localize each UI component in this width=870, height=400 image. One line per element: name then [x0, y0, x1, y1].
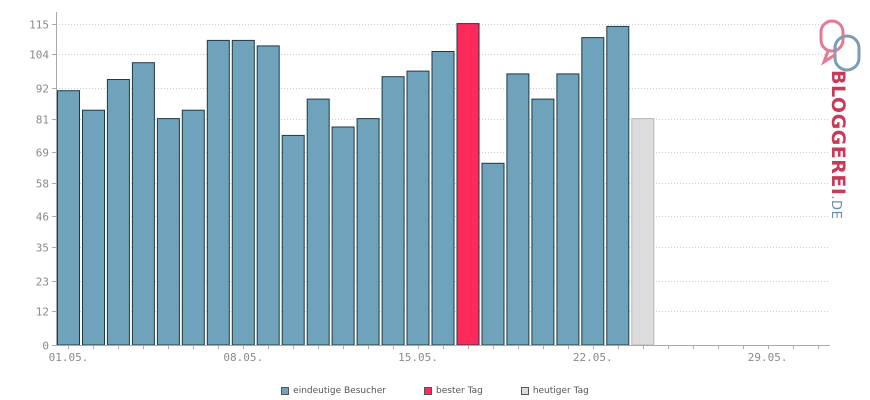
bar-normal-day-15	[406, 70, 430, 346]
legend-swatch-today	[520, 387, 529, 395]
legend-label-unique-visitors: eindeutige Besucher	[293, 386, 386, 396]
logo-text: BLOGGEREI	[827, 70, 849, 196]
bar-normal-day-3	[106, 79, 130, 346]
legend-swatch-best-day	[424, 387, 432, 395]
bar-normal-day-20	[531, 98, 555, 346]
bars	[57, 23, 655, 346]
legend-item-best-day: bester Tag	[424, 384, 483, 398]
bar-normal-day-9	[256, 45, 280, 346]
bar-normal-day-10	[281, 134, 305, 346]
bar-normal-day-5	[156, 118, 180, 346]
y-tick-label: 104	[29, 49, 49, 62]
bar-normal-day-16	[431, 51, 455, 346]
bar-normal-day-12	[331, 126, 355, 346]
bar-normal-day-4	[131, 62, 155, 346]
bar-today-day-24	[631, 118, 655, 346]
x-tick-label: 08.05.	[223, 351, 263, 364]
x-tick-label: 01.05.	[49, 351, 89, 364]
y-tick-label: 92	[36, 83, 49, 96]
y-tick-label: 115	[29, 19, 49, 32]
bar-normal-day-8	[231, 39, 255, 346]
axes	[52, 12, 830, 349]
legend-swatch-unique-visitors	[281, 387, 290, 395]
x-tick-label: 15.05.	[398, 351, 438, 364]
y-tick-label: 46	[36, 211, 49, 224]
bar-normal-day-14	[381, 76, 405, 346]
bar-normal-day-1	[57, 90, 80, 346]
y-tick-label: 81	[36, 114, 49, 127]
bloggerei-logo-icon	[819, 19, 861, 72]
y-tick-label: 69	[36, 147, 49, 160]
bar-normal-day-13	[356, 118, 380, 346]
bloggerei-logo-wordmark: BLOGGEREI.DE	[827, 70, 849, 220]
chart-legend: eindeutige Besucher bester Tag heutiger …	[0, 384, 870, 398]
y-tick-label: 0	[42, 340, 49, 353]
bar-normal-day-22	[581, 37, 605, 346]
bar-best-day-17	[456, 23, 480, 346]
bar-normal-day-6	[181, 109, 205, 346]
bar-normal-day-7	[206, 39, 230, 346]
legend-label-best-day: bester Tag	[436, 386, 483, 396]
y-tick-label: 23	[36, 276, 49, 289]
x-tick-label: 22.05.	[573, 351, 613, 364]
x-tick-labels: 01.05. 08.05. 15.05. 22.05. 29.05.	[49, 351, 788, 364]
bar-normal-day-19	[506, 73, 530, 346]
bar-normal-day-21	[556, 73, 580, 346]
x-tick-label: 29.05.	[748, 351, 788, 364]
y-tick-label: 35	[36, 242, 49, 255]
y-tick-label: 12	[36, 306, 49, 319]
legend-item-unique-visitors: eindeutige Besucher	[281, 384, 386, 398]
logo-tld: .DE	[828, 195, 843, 220]
y-tick-labels: 0 12 23 35 46 58 69 81 92 104 115	[29, 19, 49, 353]
y-tick-label: 58	[36, 178, 49, 191]
legend-item-today: heutiger Tag	[520, 384, 589, 398]
bar-normal-day-2	[82, 109, 105, 346]
bar-normal-day-18	[481, 162, 505, 346]
legend-label-today: heutiger Tag	[532, 386, 589, 396]
bar-normal-day-23	[606, 25, 630, 346]
bar-normal-day-11	[306, 98, 330, 346]
